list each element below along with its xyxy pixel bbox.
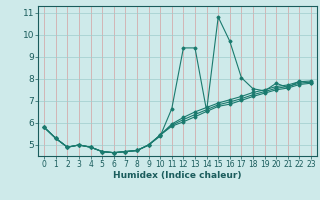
X-axis label: Humidex (Indice chaleur): Humidex (Indice chaleur)	[113, 171, 242, 180]
